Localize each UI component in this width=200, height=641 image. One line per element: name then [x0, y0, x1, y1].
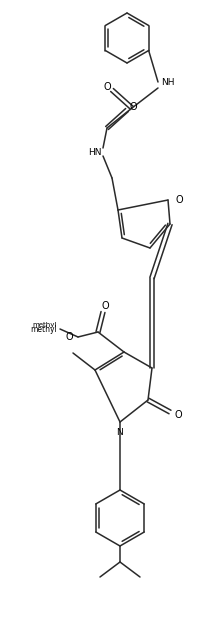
Text: O: O — [174, 410, 182, 420]
Text: O: O — [101, 301, 108, 311]
Text: O: O — [65, 332, 73, 342]
Text: O: O — [175, 195, 183, 205]
Text: methyl: methyl — [30, 324, 57, 333]
Text: methyl: methyl — [32, 322, 57, 328]
Text: O: O — [129, 102, 136, 112]
Text: NH: NH — [160, 78, 174, 87]
Text: HN: HN — [88, 147, 101, 156]
Text: N: N — [116, 428, 123, 437]
Text: O: O — [103, 82, 110, 92]
